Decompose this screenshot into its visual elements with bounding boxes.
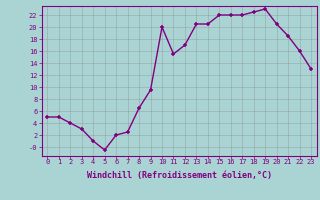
X-axis label: Windchill (Refroidissement éolien,°C): Windchill (Refroidissement éolien,°C) xyxy=(87,171,272,180)
